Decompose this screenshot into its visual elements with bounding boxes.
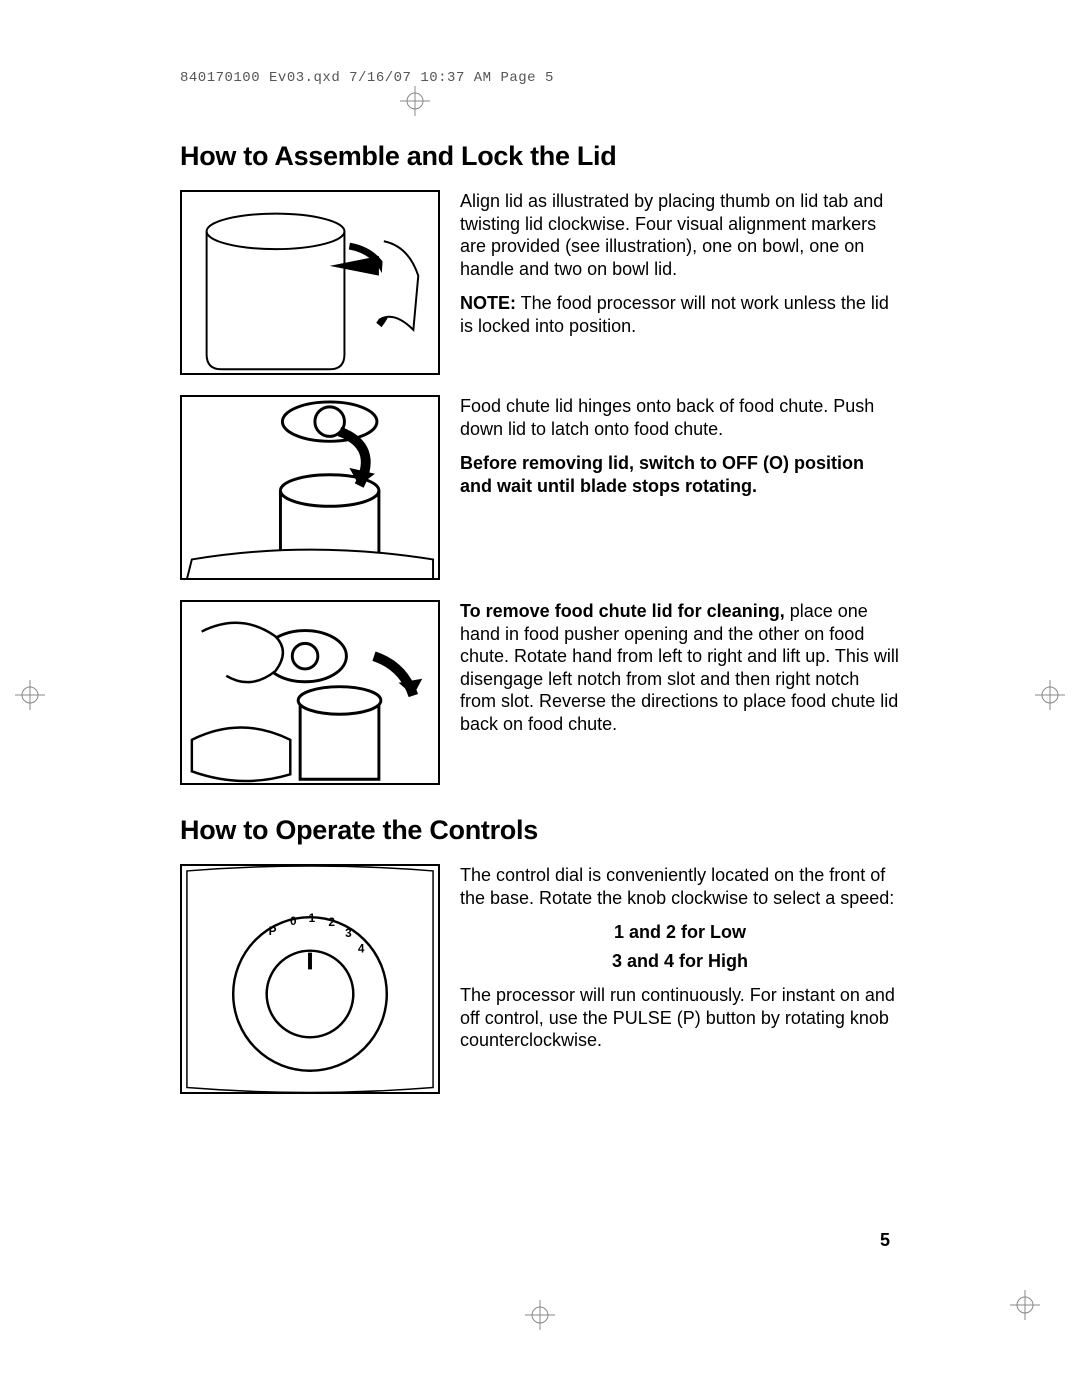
- s1b1-note: NOTE: The food processor will not work u…: [460, 292, 900, 337]
- s1b3-p: To remove food chute lid for cleaning, p…: [460, 600, 900, 735]
- section2-row: P 0 1 2 3 4 The control dial is convenie…: [180, 864, 900, 1094]
- s2-speed-high: 3 and 4 for High: [460, 950, 900, 973]
- s2-p2: The processor will run continuously. For…: [460, 984, 900, 1052]
- section2-title: How to Operate the Controls: [180, 815, 900, 846]
- illustration-control-dial: P 0 1 2 3 4: [180, 864, 440, 1094]
- svg-text:1: 1: [309, 911, 316, 925]
- crop-mark-left: [15, 680, 45, 710]
- crop-mark-bottom-center: [525, 1300, 555, 1330]
- svg-text:P: P: [269, 924, 277, 938]
- s1b3-lead: To remove food chute lid for cleaning,: [460, 601, 785, 621]
- page-number: 5: [880, 1230, 890, 1251]
- s1b1-p1: Align lid as illustrated by placing thum…: [460, 190, 900, 280]
- section1-title: How to Assemble and Lock the Lid: [180, 141, 900, 172]
- crop-mark-top: [400, 86, 430, 116]
- section2-text: The control dial is conveniently located…: [460, 864, 900, 1094]
- illustration-chute-lid: [180, 395, 440, 580]
- s2-p1: The control dial is conveniently located…: [460, 864, 900, 909]
- note-text: The food processor will not work unless …: [460, 293, 889, 336]
- svg-text:4: 4: [358, 942, 365, 956]
- svg-text:3: 3: [345, 926, 352, 940]
- illustration-remove-chute: [180, 600, 440, 785]
- section1-row1: Align lid as illustrated by placing thum…: [180, 190, 900, 375]
- section1-row2: Food chute lid hinges onto back of food …: [180, 395, 900, 580]
- svg-text:2: 2: [328, 915, 335, 929]
- section1-text1: Align lid as illustrated by placing thum…: [460, 190, 900, 375]
- s2-speed-low: 1 and 2 for Low: [460, 921, 900, 944]
- doc-meta-line: 840170100 Ev03.qxd 7/16/07 10:37 AM Page…: [180, 70, 900, 86]
- section1-text2: Food chute lid hinges onto back of food …: [460, 395, 900, 580]
- svg-text:0: 0: [290, 914, 297, 928]
- s1b2-bold: Before removing lid, switch to OFF (O) p…: [460, 452, 900, 497]
- note-label: NOTE:: [460, 293, 516, 313]
- s1b2-p1: Food chute lid hinges onto back of food …: [460, 395, 900, 440]
- illustration-lid-align: [180, 190, 440, 375]
- section1-text3: To remove food chute lid for cleaning, p…: [460, 600, 900, 785]
- section1-row3: To remove food chute lid for cleaning, p…: [180, 600, 900, 785]
- crop-mark-right: [1035, 680, 1065, 710]
- crop-mark-bottom-right: [1010, 1290, 1040, 1320]
